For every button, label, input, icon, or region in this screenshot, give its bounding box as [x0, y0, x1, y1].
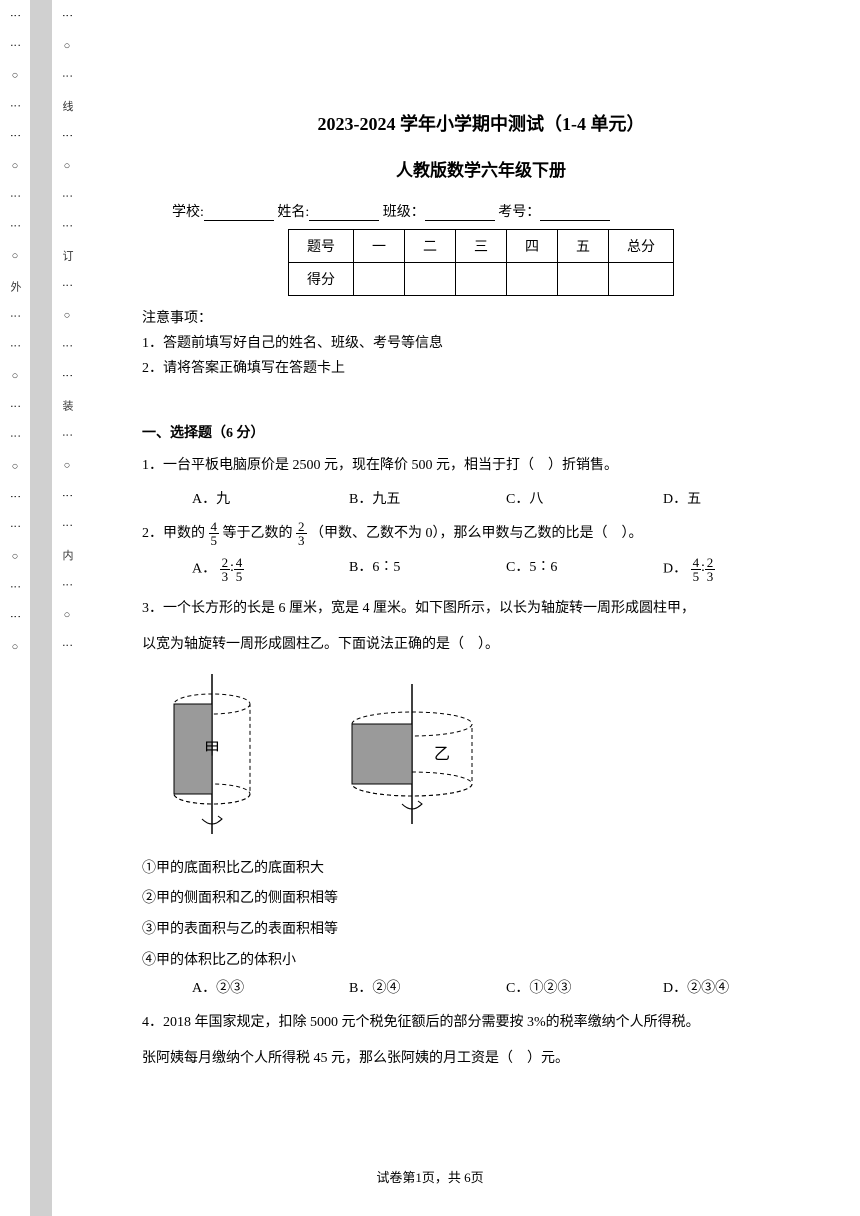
q3-line2: 以宽为轴旋转一周形成圆柱乙。下面说法正确的是（ ）。 [142, 631, 820, 659]
label-yi: 乙 [434, 746, 450, 763]
q2-suffix: （甲数、乙数不为 0），那么甲数与乙数的比是（ ）。 [310, 526, 643, 541]
blank-school[interactable] [204, 205, 274, 221]
q4-line1: 4．2018 年国家规定，扣除 5000 元个税免征额后的部分需要按 3%的税率… [142, 1009, 820, 1037]
q3-opt-d[interactable]: D．②③④ [663, 977, 820, 997]
notes-block: 注意事项： 1．答题前填写好自己的姓名、班级、考号等信息 2．请将答案正确填写在… [142, 306, 820, 382]
q3-line1: 3．一个长方形的长是 6 厘米，宽是 4 厘米。如下图所示，以长为轴旋转一周形成… [142, 595, 820, 623]
notes-title: 注意事项： [142, 306, 820, 331]
label-examno: 考号： [498, 205, 540, 220]
page-footer: 试卷第1页，共 6页 [0, 1167, 860, 1186]
q2-options: A． 23∶45 B．6∶5 C．5∶6 D． 45∶23 [142, 556, 820, 583]
label-class: 班级： [383, 205, 425, 220]
cylinder-yi-icon: 乙 [322, 684, 502, 824]
th-5: 五 [558, 230, 609, 263]
q2-frac2: 23 [296, 520, 307, 547]
th-1: 一 [354, 230, 405, 263]
q2-mid1: 等于乙数的 [223, 526, 293, 541]
binding-outer: ⋮ ⋮ ○ ⋮ ⋮ ○ ⋮ ⋮ ○ 外 ⋮ ⋮ ○ ⋮ ⋮ ○ ⋮ ⋮ ○ ⋮ … [0, 0, 30, 1216]
q1-opt-d[interactable]: D．五 [663, 488, 820, 508]
q1-options: A．九 B．九五 C．八 D．五 [142, 488, 820, 508]
q1-opt-b[interactable]: B．九五 [349, 488, 506, 508]
q3-opt-b[interactable]: B．②④ [349, 977, 506, 997]
q3-stmt3: ③甲的表面积与乙的表面积相等 [142, 915, 820, 946]
label-jia: 甲 [204, 741, 220, 758]
cylinder-jia-icon: 甲 [142, 674, 282, 834]
q3-stmt2: ②甲的侧面积和乙的侧面积相等 [142, 884, 820, 915]
q2-opt-d[interactable]: D． 45∶23 [663, 556, 820, 583]
row-label: 得分 [289, 263, 354, 296]
binding-gray [30, 0, 52, 1216]
score-value-row: 得分 [289, 263, 674, 296]
page-content: 2023-2024 学年小学期中测试（1-4 单元） 人教版数学六年级下册 学校… [82, 0, 860, 1216]
note-1: 1．答题前填写好自己的姓名、班级、考号等信息 [142, 331, 820, 356]
score-cell-2[interactable] [405, 263, 456, 296]
th-4: 四 [507, 230, 558, 263]
q3-stmt4: ④甲的体积比乙的体积小 [142, 946, 820, 977]
q2-prefix: 2．甲数的 [142, 526, 205, 541]
score-cell-5[interactable] [558, 263, 609, 296]
section-1-title: 一、选择题（6 分） [142, 422, 820, 442]
score-cell-4[interactable] [507, 263, 558, 296]
title-main: 2023-2024 学年小学期中测试（1-4 单元） [142, 110, 820, 136]
q1-opt-a[interactable]: A．九 [192, 488, 349, 508]
blank-name[interactable] [309, 205, 379, 221]
q3-opt-a[interactable]: A．②③ [192, 977, 349, 997]
th-2: 二 [405, 230, 456, 263]
q2-opt-a[interactable]: A． 23∶45 [192, 556, 349, 583]
q2-frac1: 45 [209, 520, 220, 547]
th-6: 总分 [609, 230, 674, 263]
q1-text: 1．一台平板电脑原价是 2500 元，现在降价 500 元，相当于打（ ）折销售… [142, 452, 820, 480]
binding-inner: ⋮ ○ ⋮ 线 ⋮ ○ ⋮ ⋮ 订 ⋮ ○ ⋮ ⋮ 装 ⋮ ○ ⋮ ⋮ 内 ⋮ … [52, 0, 82, 1216]
label-name: 姓名: [277, 205, 309, 220]
q2-opt-b[interactable]: B．6∶5 [349, 556, 506, 583]
q2-text: 2．甲数的 45 等于乙数的 23 （甲数、乙数不为 0），那么甲数与乙数的比是… [142, 520, 820, 548]
student-info-line: 学校: 姓名: 班级： 考号： [142, 201, 820, 221]
score-cell-1[interactable] [354, 263, 405, 296]
q3-opt-c[interactable]: C．①②③ [506, 977, 663, 997]
score-header-row: 题号 一 二 三 四 五 总分 [289, 230, 674, 263]
score-cell-3[interactable] [456, 263, 507, 296]
q2-opt-c[interactable]: C．5∶6 [506, 556, 663, 583]
q3-figures: 甲 乙 [142, 674, 820, 834]
blank-class[interactable] [425, 205, 495, 221]
binding-inner-marks: ⋮ ○ ⋮ 线 ⋮ ○ ⋮ ⋮ 订 ⋮ ○ ⋮ ⋮ 装 ⋮ ○ ⋮ ⋮ 内 ⋮ … [59, 10, 75, 659]
title-sub: 人教版数学六年级下册 [142, 156, 820, 181]
th-0: 题号 [289, 230, 354, 263]
blank-examno[interactable] [540, 205, 610, 221]
th-3: 三 [456, 230, 507, 263]
score-table: 题号 一 二 三 四 五 总分 得分 [288, 229, 674, 296]
note-2: 2．请将答案正确填写在答题卡上 [142, 356, 820, 381]
score-cell-total[interactable] [609, 263, 674, 296]
q3-options: A．②③ B．②④ C．①②③ D．②③④ [142, 977, 820, 997]
q4-line2: 张阿姨每月缴纳个人所得税 45 元，那么张阿姨的月工资是（ ）元。 [142, 1045, 820, 1073]
label-school: 学校: [172, 205, 204, 220]
q1-opt-c[interactable]: C．八 [506, 488, 663, 508]
q3-stmt1: ①甲的底面积比乙的底面积大 [142, 854, 820, 885]
binding-outer-marks: ⋮ ⋮ ○ ⋮ ⋮ ○ ⋮ ⋮ ○ 外 ⋮ ⋮ ○ ⋮ ⋮ ○ ⋮ ⋮ ○ ⋮ … [7, 10, 23, 661]
